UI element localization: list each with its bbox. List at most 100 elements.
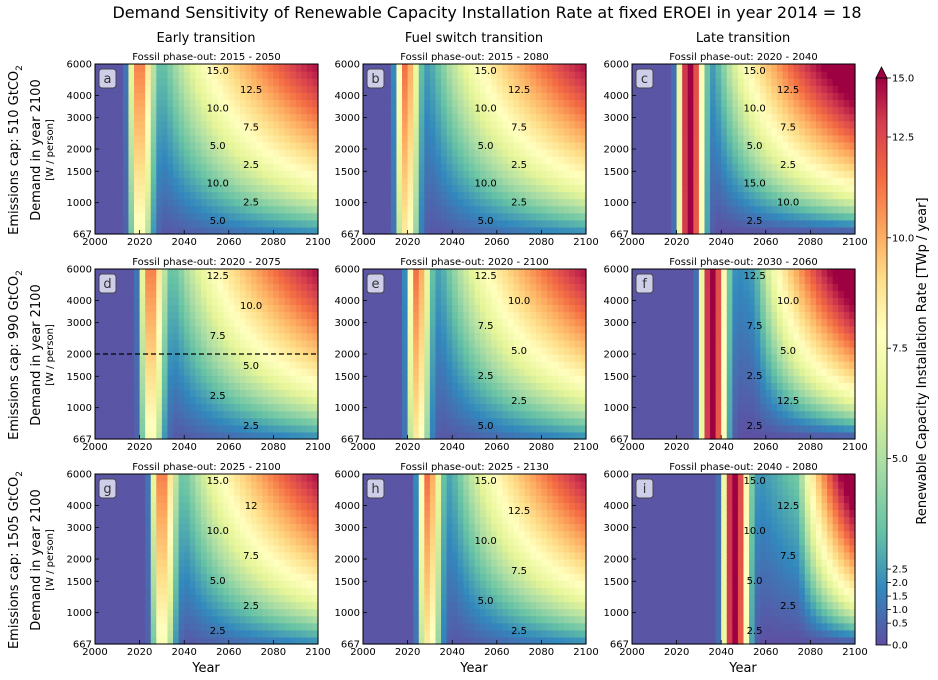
heatmap-cell [418, 64, 425, 72]
heatmap-cell [687, 127, 694, 136]
heatmap-cell [134, 184, 141, 193]
heatmap-cell [474, 368, 481, 376]
heatmap-cell [145, 113, 152, 122]
heatmap-cell [519, 339, 526, 348]
heatmap-cell [178, 368, 185, 376]
heatmap-cell [552, 318, 559, 327]
heatmap-cell [541, 290, 548, 298]
heatmap-cell [173, 226, 180, 235]
heatmap-cell [189, 170, 196, 178]
heatmap-cell [463, 92, 470, 101]
heatmap-cell [793, 120, 800, 129]
heatmap-cell [793, 212, 800, 221]
heatmap-cell [295, 149, 302, 157]
heatmap-cell [239, 276, 247, 284]
heatmap-cell [496, 205, 503, 214]
heatmap-cell [485, 375, 492, 383]
heatmap-cell [474, 417, 481, 426]
heatmap-cell [552, 163, 559, 171]
heatmap-cell [659, 106, 667, 115]
heatmap-cell [363, 311, 370, 320]
heatmap-cell [195, 417, 202, 426]
heatmap-cell [535, 198, 542, 207]
heatmap-cell [754, 156, 761, 164]
heatmap-cell [184, 184, 191, 193]
heatmap-cell [563, 226, 570, 235]
heatmap-cell [206, 361, 213, 369]
heatmap-cell [580, 410, 587, 419]
heatmap-cell [234, 339, 241, 348]
heatmap-cell [715, 212, 722, 221]
heatmap-cell [843, 163, 851, 171]
heatmap-cell [535, 141, 542, 150]
heatmap-cell [251, 212, 258, 221]
heatmap-cell [721, 212, 728, 221]
heatmap-cell [295, 339, 302, 348]
heatmap-cell [849, 78, 856, 86]
heatmap-cell [457, 368, 464, 376]
heatmap-cell [648, 113, 655, 122]
heatmap-cell [480, 424, 487, 433]
heatmap-cell [245, 156, 252, 164]
heatmap-cell [402, 290, 409, 298]
heatmap-cell [546, 346, 554, 355]
heatmap-cell [513, 120, 520, 129]
heatmap-cell [552, 346, 559, 355]
heatmap-cell [468, 382, 476, 391]
heatmap-cell [228, 304, 235, 313]
heatmap-cell [665, 71, 672, 79]
heatmap-cell [396, 191, 403, 200]
heatmap-cell [145, 226, 152, 235]
heatmap-cell [535, 361, 542, 369]
heatmap-cell [173, 163, 180, 171]
heatmap-cell [239, 325, 247, 334]
heatmap-cell [726, 177, 733, 186]
heatmap-cell [161, 78, 169, 86]
heatmap-cell [468, 346, 476, 355]
heatmap-cell [267, 212, 274, 221]
heatmap-cell [363, 396, 370, 405]
heatmap-cell [654, 219, 661, 228]
heatmap-cell [178, 431, 185, 440]
heatmap-cell [441, 346, 448, 355]
heatmap-cell [139, 361, 146, 369]
heatmap-cell [262, 361, 269, 369]
heatmap-cell [726, 141, 733, 150]
heatmap-cell [648, 198, 655, 207]
heatmap-cell [262, 219, 269, 228]
heatmap-cell [429, 149, 437, 157]
heatmap-cell [569, 276, 576, 284]
heatmap-cell [799, 177, 806, 186]
heatmap-cell [485, 64, 492, 72]
heatmap-cell [513, 163, 520, 171]
heatmap-cell [849, 85, 856, 93]
heatmap-cell [643, 113, 650, 122]
heatmap-cell [574, 106, 582, 115]
heatmap-cell [429, 424, 437, 433]
heatmap-cell [256, 127, 263, 136]
heatmap-cell [507, 304, 515, 313]
heatmap-cell [100, 198, 107, 207]
heatmap-cell [122, 354, 130, 362]
heatmap-cell [737, 106, 745, 115]
heatmap-cell [150, 219, 157, 228]
heatmap-cell [139, 346, 146, 355]
heatmap-cell [161, 177, 169, 186]
heatmap-cell [580, 375, 587, 383]
x-tick-label: 2080 [261, 442, 286, 453]
heatmap-cell [217, 283, 224, 291]
heatmap-cell [546, 64, 554, 72]
heatmap-cell [189, 346, 196, 355]
heatmap-cell [245, 99, 252, 108]
heatmap-cell [485, 149, 492, 157]
heatmap-cell [726, 149, 733, 157]
heatmap-cell [446, 283, 453, 291]
heatmap-cell [306, 120, 314, 129]
heatmap-cell [558, 78, 565, 86]
heatmap-cell [441, 113, 448, 122]
heatmap-cell [150, 283, 157, 291]
heatmap-cell [468, 99, 476, 108]
heatmap-cell [698, 120, 706, 129]
heatmap-cell [457, 71, 464, 79]
heatmap-cell [251, 332, 258, 341]
